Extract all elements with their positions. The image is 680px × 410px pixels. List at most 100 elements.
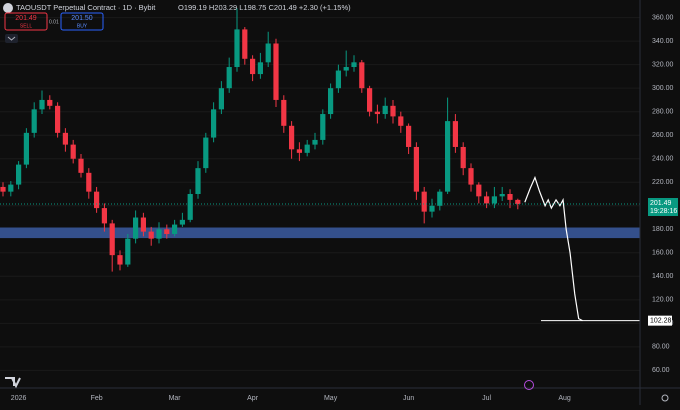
candle-body [133,217,139,239]
y-tick-label: 80.00 [652,344,670,351]
x-tick-label: Jun [403,395,414,402]
candle-body [491,196,497,204]
sell-button[interactable] [4,12,48,31]
plot-area [0,8,640,371]
candle-body [195,168,201,194]
target-label: 102.28 [650,317,672,324]
candle-body [328,88,334,115]
candle-body [413,146,419,192]
candle-body [343,67,349,71]
candle-body [101,208,107,224]
buy-button[interactable] [60,12,104,31]
candle-body [367,88,373,112]
target-label-box [648,315,672,326]
candle-body [109,223,115,256]
projection-line [524,175,583,322]
candle-body [172,224,178,234]
candle-body [398,116,404,126]
y-tick-label: 120.00 [652,297,674,304]
candle-body [335,70,341,89]
settings-icon[interactable] [661,394,669,402]
candle-body [39,99,45,110]
x-tick-label: 2026 [11,395,27,402]
candle-body [179,219,185,225]
candle-body [226,67,232,89]
candle-body [257,62,263,75]
candle-body [148,231,154,239]
candle-body [437,191,443,206]
candle-body [460,146,466,169]
candle-body [273,43,279,100]
candle-body [296,149,302,153]
ohlc-readout: O199.19 H203.29 L198.75 C201.49 +2.30 (+… [178,3,351,12]
buy-label: BUY [77,23,88,29]
collapse-button[interactable] [5,34,18,43]
candle-body [382,105,388,115]
candle-body [320,114,326,140]
candle-body [187,194,193,220]
candle-body [8,184,14,192]
candle-body [452,121,458,147]
candle-body [23,132,29,165]
y-tick-label: 240.00 [652,156,674,163]
y-tick-label: 140.00 [652,273,674,280]
candle-body [211,109,217,138]
y-tick-label: 320.00 [652,62,674,69]
candle-body [140,217,146,232]
candle-body [242,29,248,59]
candle-body [47,99,53,106]
symbol-icon [3,3,13,13]
countdown-label: 19:28:16 [650,208,677,215]
chevron-icon [7,36,16,41]
candle-body [304,144,310,153]
candle-body [445,121,451,192]
candle-body [70,144,76,159]
last-price-label: 201.49 [650,200,672,207]
candle-body [62,132,68,145]
spread: 0.01 [49,19,59,25]
candle-body [406,125,412,147]
sell-label: SELL [20,23,32,29]
candle-body [507,194,513,200]
event-icon[interactable] [524,380,534,390]
candle-body [281,99,287,126]
x-tick-label: Jul [482,395,491,402]
candle-body [289,125,295,150]
candle-body [351,62,357,68]
support-zone [0,227,640,239]
candle-body [117,255,123,265]
candle-body [359,62,365,89]
candle-body [125,238,131,265]
y-tick-label: 160.00 [652,250,674,257]
candle-body [164,229,170,234]
candle-body [55,105,61,133]
y-tick-label: 360.00 [652,14,674,21]
candle-body [16,164,22,185]
x-tick-label: Aug [558,395,571,402]
candle-body [421,191,427,212]
candle-body [265,43,271,63]
candle-body [499,194,505,197]
y-tick-label: 180.00 [652,226,674,233]
candle-body [429,205,435,212]
candle-body [390,105,396,117]
y-tick-label: 300.00 [652,85,674,92]
x-tick-label: Apr [247,395,259,402]
candle-body [78,158,84,173]
y-tick-label: 260.00 [652,132,674,139]
candle-body [218,88,224,110]
candle-body [250,58,256,75]
y-tick-label: 60.00 [652,367,670,374]
x-tick-label: Feb [91,395,103,402]
buy-price: 201.50 [71,15,93,22]
chart-title: TAOUSDT Perpetual Contract · 1D · Bybit [16,3,156,12]
candle-body [0,186,6,192]
candle-body [374,111,380,115]
candle-body [468,168,474,185]
x-tick-label: May [324,395,338,402]
candle-body [515,199,521,205]
x-tick-label: Mar [169,395,182,402]
candle-body [312,139,318,145]
